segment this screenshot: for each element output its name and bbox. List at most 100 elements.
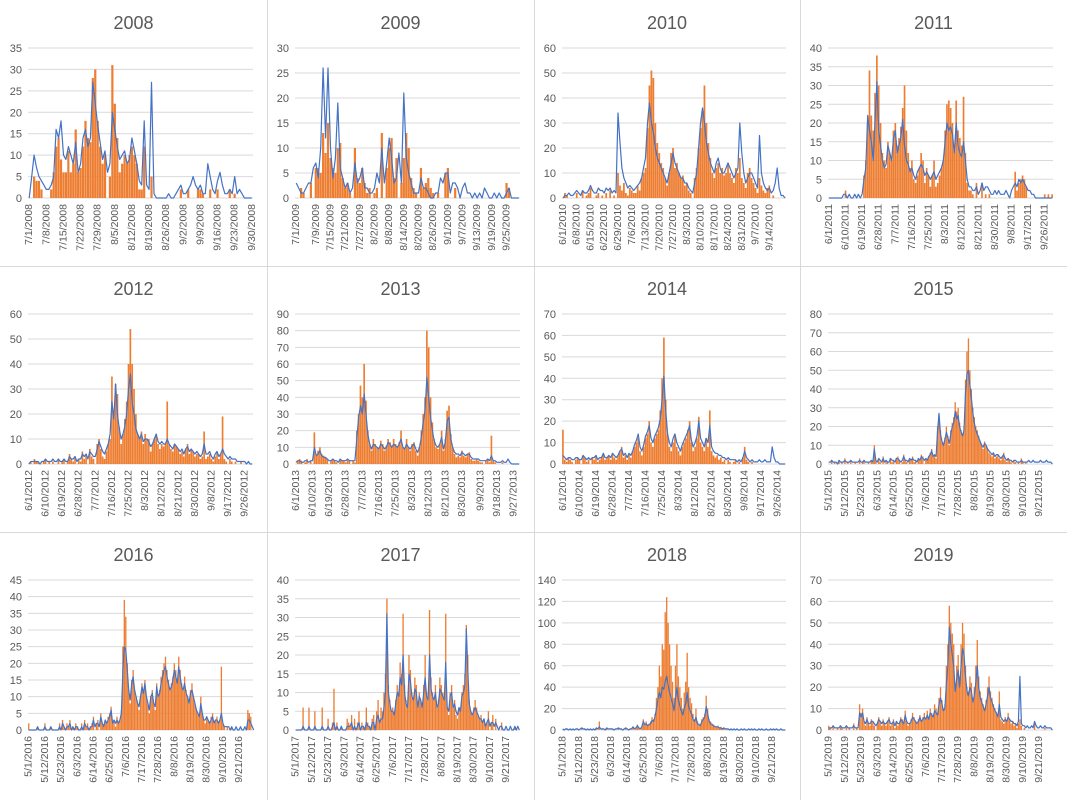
bar	[744, 188, 747, 198]
bar	[167, 680, 170, 730]
x-tick-label: 8/14/2009	[398, 204, 410, 251]
bar	[116, 716, 118, 730]
y-tick-label: 60	[544, 661, 556, 673]
bar	[692, 713, 694, 730]
bar	[403, 449, 406, 464]
y-tick-label: 60	[810, 596, 822, 608]
bar	[944, 437, 946, 464]
bar	[225, 461, 228, 464]
bar	[986, 687, 989, 730]
bar	[931, 175, 934, 198]
bar	[886, 462, 889, 464]
y-tick-label: 20	[277, 426, 289, 438]
x-tick-label: 8/31/2010	[736, 204, 748, 251]
bar	[427, 178, 430, 198]
bar	[346, 183, 349, 198]
bar	[710, 451, 713, 464]
bar	[103, 459, 106, 464]
bar	[326, 459, 329, 464]
bar	[455, 457, 458, 464]
y-tick-label: 80	[277, 326, 289, 338]
bar	[378, 449, 380, 464]
bar	[944, 130, 946, 198]
x-tick-label: 5/1/2015	[823, 470, 835, 511]
y-tick-label: 15	[277, 669, 289, 681]
bar	[752, 183, 755, 198]
bar	[222, 723, 224, 730]
bar	[411, 444, 413, 464]
bar	[448, 715, 450, 730]
bar	[223, 726, 225, 730]
bar	[390, 447, 393, 464]
y-tick-label: 80	[810, 309, 822, 321]
bar	[723, 727, 725, 730]
bar	[979, 441, 981, 464]
x-tick-label: 8/8/2009	[383, 204, 395, 245]
bar	[99, 146, 102, 198]
bar	[438, 444, 441, 464]
bar	[690, 703, 693, 730]
bar	[107, 716, 109, 730]
bar	[77, 172, 80, 198]
x-tick-label: 6/1/2011	[823, 204, 835, 244]
x-tick-label: 7/16/2012	[106, 470, 118, 517]
bar	[208, 723, 211, 730]
bar	[940, 168, 943, 198]
bar	[896, 145, 898, 198]
bar	[967, 338, 970, 464]
bar	[620, 446, 623, 464]
x-tick-label: 6/14/2019	[887, 736, 899, 783]
bar	[994, 708, 996, 730]
bar	[919, 715, 921, 730]
bar	[201, 456, 204, 464]
bar	[703, 85, 706, 198]
y-tick-label: 30	[277, 613, 289, 625]
bar	[981, 697, 983, 730]
x-tick-label: 9/7/2010	[750, 204, 762, 245]
bar	[219, 720, 221, 730]
x-tick-label: 8/8/2019	[968, 736, 980, 777]
bar	[951, 422, 953, 464]
bar	[866, 717, 868, 730]
x-tick-label: 9/9/2008	[194, 204, 206, 245]
bar	[40, 189, 43, 198]
bar	[683, 442, 685, 464]
bar	[913, 462, 915, 464]
bar	[97, 720, 99, 730]
bar	[734, 459, 737, 464]
bar	[747, 461, 750, 464]
x-tick-label: 9/10/2017	[484, 736, 496, 783]
bar	[1023, 727, 1025, 730]
bar	[585, 195, 588, 198]
bar	[153, 703, 155, 730]
bar	[111, 376, 113, 464]
bar	[942, 445, 945, 464]
bar	[164, 656, 167, 730]
bar	[455, 715, 457, 730]
bar	[467, 655, 469, 730]
bar	[986, 449, 989, 464]
bar	[961, 622, 964, 730]
bar	[120, 444, 122, 464]
bar	[181, 683, 183, 730]
bar	[582, 455, 584, 464]
bar	[172, 676, 174, 730]
bar	[1014, 171, 1017, 198]
bar	[414, 677, 416, 730]
y-tick-label: 40	[544, 93, 556, 105]
bar	[596, 461, 599, 464]
bar	[433, 439, 436, 464]
bar	[79, 461, 82, 464]
bar	[958, 422, 961, 464]
bar	[636, 185, 639, 198]
bar	[1007, 712, 1009, 730]
y-tick-label: 25	[810, 99, 822, 111]
bar	[963, 426, 965, 464]
x-tick-label: 6/1/2013	[290, 470, 302, 511]
bar	[365, 707, 367, 730]
bar	[35, 180, 38, 198]
bar	[1007, 458, 1009, 464]
bar	[96, 120, 99, 198]
bar	[349, 726, 351, 730]
bar	[1006, 462, 1008, 464]
